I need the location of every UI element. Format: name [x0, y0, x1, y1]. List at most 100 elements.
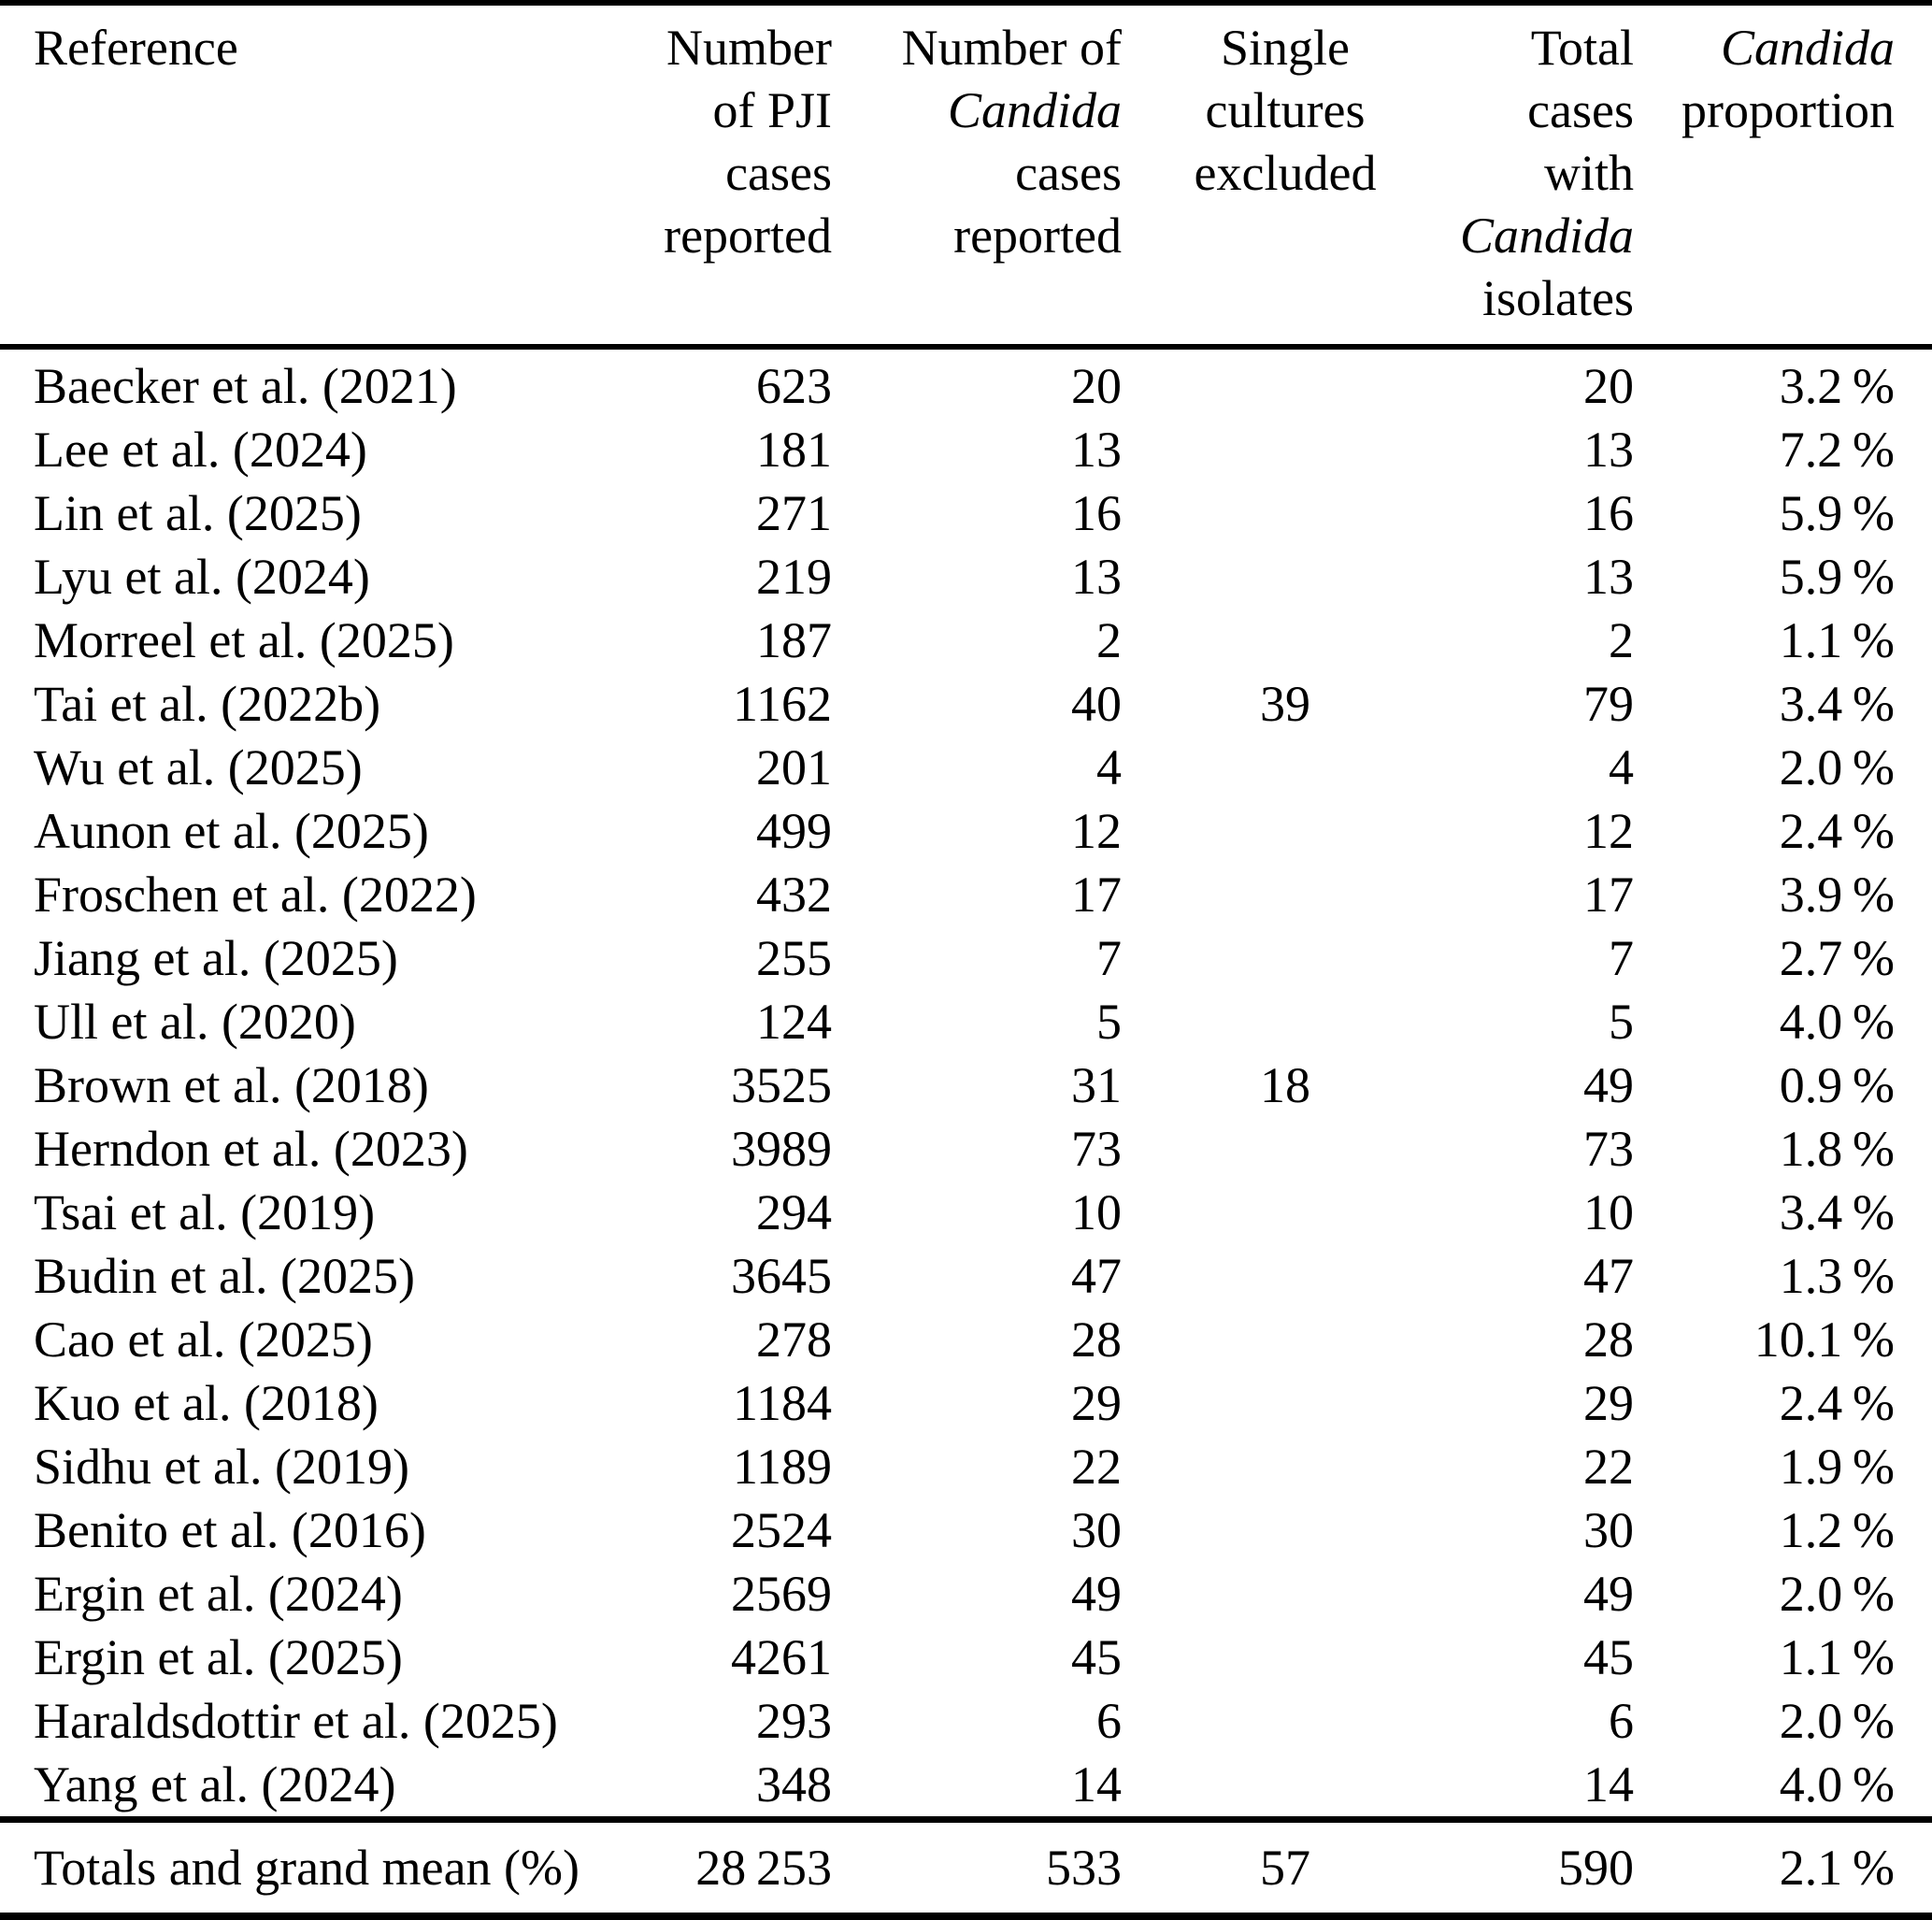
totals-candida-proportion: 2.1 % — [1779, 1840, 1895, 1896]
cell-total-cases: 47 — [1583, 1248, 1634, 1304]
cell-reference: Morreel et al. (2025) — [34, 612, 454, 668]
cell-candida-cases: 2 — [1096, 612, 1122, 668]
right-margin-spacer — [1895, 799, 1932, 863]
right-margin-spacer — [1895, 418, 1932, 481]
cell-candida-cases: 14 — [1071, 1756, 1122, 1813]
right-margin-spacer — [1895, 863, 1932, 926]
cell-candida-cases: 16 — [1071, 485, 1122, 541]
header-line-italic: Candida — [1459, 208, 1634, 264]
table-row: Tsai et al. (2019) 294 10 10 3.4 % — [0, 1181, 1932, 1244]
table-row: Kuo et al. (2018) 1184 29 29 2.4 % — [0, 1371, 1932, 1435]
cell-reference: Benito et al. (2016) — [34, 1502, 426, 1558]
cell-candida-proportion: 5.9 % — [1779, 549, 1895, 605]
right-margin-spacer — [1895, 1562, 1932, 1626]
right-margin-spacer — [1895, 1823, 1932, 1913]
cell-candida-cases: 13 — [1071, 422, 1122, 478]
cell-total-cases: 13 — [1583, 549, 1634, 605]
totals-pji-cases: 28 253 — [695, 1840, 832, 1896]
header-line: proportion — [1682, 82, 1895, 138]
cell-total-cases: 73 — [1583, 1121, 1634, 1177]
cell-candida-proportion: 3.9 % — [1779, 867, 1895, 923]
cell-candida-cases: 6 — [1096, 1693, 1122, 1749]
header-line: reported — [953, 208, 1122, 264]
header-line: of PJI — [712, 82, 832, 138]
right-margin-spacer — [1895, 354, 1932, 418]
header-line: cases — [1015, 145, 1122, 201]
table-row: Lin et al. (2025) 271 16 16 5.9 % — [0, 481, 1932, 545]
cell-candida-cases: 10 — [1071, 1184, 1122, 1240]
table-row: Jiang et al. (2025) 255 7 7 2.7 % — [0, 926, 1932, 990]
right-margin-spacer — [1895, 990, 1932, 1053]
cell-reference: Jiang et al. (2025) — [34, 930, 398, 986]
table-row: Wu et al. (2025) 201 4 4 2.0 % — [0, 736, 1932, 799]
header-line: Number of — [901, 20, 1122, 76]
header-line: Reference — [34, 20, 238, 76]
cell-reference: Ergin et al. (2025) — [34, 1629, 403, 1685]
cell-single-cultures — [1122, 418, 1449, 481]
header-line: with — [1543, 145, 1634, 201]
right-margin-spacer — [1895, 1689, 1932, 1753]
cell-total-cases: 2 — [1609, 612, 1634, 668]
header-line: isolates — [1482, 270, 1634, 326]
cell-candida-proportion: 2.0 % — [1779, 1566, 1895, 1622]
cell-reference: Ull et al. (2020) — [34, 994, 356, 1050]
header-line: Number — [666, 20, 832, 76]
cell-pji-cases: 3645 — [731, 1248, 832, 1304]
totals-label: Totals and grand mean (%) — [34, 1840, 580, 1896]
right-margin-spacer — [1895, 1435, 1932, 1498]
header-line-italic: Candida — [1720, 20, 1895, 76]
cell-candida-cases: 45 — [1071, 1629, 1122, 1685]
cell-reference: Wu et al. (2025) — [34, 739, 363, 795]
table-row: Lee et al. (2024) 181 13 13 7.2 % — [0, 418, 1932, 481]
cell-single-cultures — [1122, 1371, 1449, 1435]
right-margin-spacer — [1895, 1053, 1932, 1117]
table-row: Aunon et al. (2025) 499 12 12 2.4 % — [0, 799, 1932, 863]
cell-total-cases: 29 — [1583, 1375, 1634, 1431]
table-row: Ergin et al. (2024) 2569 49 49 2.0 % — [0, 1562, 1932, 1626]
table-row: Yang et al. (2024) 348 14 14 4.0 % — [0, 1753, 1932, 1816]
cell-single-cultures — [1122, 354, 1449, 418]
cell-candida-proportion: 1.8 % — [1779, 1121, 1895, 1177]
cell-pji-cases: 187 — [756, 612, 832, 668]
cell-reference: Ergin et al. (2024) — [34, 1566, 403, 1622]
header-reference: Reference — [0, 6, 617, 344]
cell-pji-cases: 3989 — [731, 1121, 832, 1177]
cell-candida-cases: 47 — [1071, 1248, 1122, 1304]
right-margin-spacer — [1895, 481, 1932, 545]
header-total-cases: Total cases with Candida isolates — [1449, 6, 1634, 344]
cell-pji-cases: 1184 — [733, 1375, 832, 1431]
header-pji-cases: Number of PJI cases reported — [617, 6, 832, 344]
cell-pji-cases: 278 — [756, 1311, 832, 1368]
right-margin-spacer — [1895, 1181, 1932, 1244]
table-row: Herndon et al. (2023) 3989 73 73 1.8 % — [0, 1117, 1932, 1181]
right-margin-spacer — [1895, 609, 1932, 672]
cell-candida-cases: 29 — [1071, 1375, 1122, 1431]
table-row: Tai et al. (2022b) 1162 40 39 79 3.4 % — [0, 672, 1932, 736]
cell-candida-proportion: 7.2 % — [1779, 422, 1895, 478]
cell-pji-cases: 348 — [756, 1756, 832, 1813]
cell-pji-cases: 181 — [756, 422, 832, 478]
cell-pji-cases: 1162 — [733, 676, 832, 732]
cell-single-cultures — [1122, 1689, 1449, 1753]
cell-single-cultures — [1122, 1498, 1449, 1562]
cell-candida-proportion: 2.0 % — [1779, 739, 1895, 795]
right-margin-spacer — [1895, 6, 1932, 344]
cell-reference: Kuo et al. (2018) — [34, 1375, 379, 1431]
cell-single-cultures — [1122, 1626, 1449, 1689]
cell-pji-cases: 255 — [756, 930, 832, 986]
cell-reference: Brown et al. (2018) — [34, 1057, 429, 1113]
cell-candida-cases: 40 — [1071, 676, 1122, 732]
right-margin-spacer — [1895, 736, 1932, 799]
cell-single-cultures — [1122, 609, 1449, 672]
cell-pji-cases: 623 — [756, 358, 832, 414]
cell-pji-cases: 4261 — [731, 1629, 832, 1685]
cell-candida-proportion: 0.9 % — [1779, 1057, 1895, 1113]
cell-candida-cases: 30 — [1071, 1502, 1122, 1558]
bottom-rule — [0, 1913, 1932, 1920]
cell-single-cultures — [1122, 1117, 1449, 1181]
cell-pji-cases: 499 — [756, 803, 832, 859]
header-line: excluded — [1194, 145, 1377, 201]
totals-row: Totals and grand mean (%) 28 253 533 57 … — [0, 1823, 1932, 1913]
cell-total-cases: 4 — [1609, 739, 1634, 795]
